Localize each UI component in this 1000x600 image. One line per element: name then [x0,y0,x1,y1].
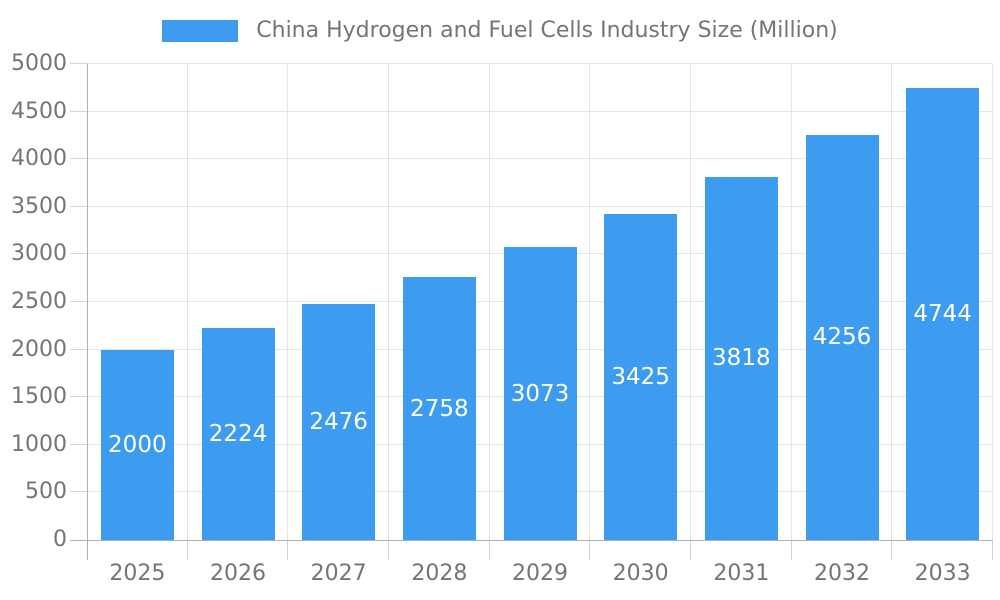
x-axis-label: 2032 [814,561,870,586]
bar-value-label: 3818 [712,345,771,372]
y-axis-tick [70,110,87,112]
x-axis-tick [287,540,289,560]
gridline-horizontal [87,158,993,160]
x-axis-tick [488,540,490,560]
y-axis-tick [70,443,87,445]
y-axis-tick [70,158,87,160]
bar-2032[interactable]: 4256 [805,134,879,540]
y-axis-tick [70,348,87,350]
y-axis-label: 3000 [11,241,67,267]
y-axis-label: 4500 [11,98,67,124]
gridline-vertical [488,64,490,540]
bar-value-label: 2758 [410,395,469,422]
bar-2030[interactable]: 3425 [604,213,678,540]
gridline-vertical [891,64,893,540]
x-axis-tick [790,540,792,560]
x-axis-tick [891,540,893,560]
x-axis-label: 2029 [512,561,568,586]
bar-value-label: 2476 [309,409,368,436]
y-axis-tick [70,253,87,255]
y-axis-line [87,64,88,560]
x-axis-label: 2030 [612,561,669,586]
x-axis-label: 2033 [914,561,971,586]
y-axis-label: 1000 [11,431,67,457]
bar-value-label: 4744 [913,301,972,328]
x-axis-label: 2027 [310,561,367,586]
y-axis-tick [70,205,87,207]
bar-2025[interactable]: 2000 [100,349,174,540]
gridline-vertical [992,64,993,540]
x-axis-label: 2025 [109,561,166,586]
y-axis-tick [70,396,87,398]
bar-value-label: 2224 [208,421,268,448]
bar-2028[interactable]: 2758 [402,277,476,540]
legend-item[interactable]: China Hydrogen and Fuel Cells Industry S… [0,17,1000,45]
gridline-vertical [388,64,389,540]
bar-2031[interactable]: 3818 [704,176,778,540]
y-axis-label: 500 [25,479,67,505]
gridline-horizontal [87,110,993,112]
bar-2029[interactable]: 3073 [503,247,577,540]
x-axis-tick [992,540,993,560]
bar-value-label: 3425 [611,363,670,390]
gridline-vertical [690,64,691,540]
bar-value-label: 4256 [812,324,872,351]
y-axis-label: 0 [53,527,67,552]
bar-2027[interactable]: 2476 [302,304,376,540]
y-axis-label: 3500 [11,193,67,219]
gridline-vertical [287,64,289,540]
x-axis-label: 2028 [411,561,468,586]
chart-title: China Hydrogen and Fuel Cells Industry S… [256,18,838,43]
legend-swatch [162,20,239,42]
x-axis-tick [388,540,389,560]
y-axis-label: 5000 [11,51,67,76]
x-axis-tick [690,540,691,560]
gridline-vertical [589,64,591,540]
gridline-vertical [186,64,188,540]
x-axis-line [70,540,993,541]
y-axis-label: 1500 [11,384,67,410]
x-axis-tick [186,540,188,560]
bar-2033[interactable]: 4744 [906,88,980,540]
y-axis-label: 2000 [11,336,67,362]
y-axis-tick [70,491,87,493]
bar-2026[interactable]: 2224 [201,328,275,540]
y-axis-tick [70,301,87,302]
x-axis-tick [589,540,591,560]
bar-value-label: 3073 [510,380,570,407]
gridline-vertical [790,64,792,540]
y-axis-label: 4000 [11,146,67,172]
x-axis-label: 2026 [210,561,266,586]
x-axis-label: 2031 [713,561,770,586]
gridline-horizontal [87,63,993,64]
gridline-horizontal [87,205,993,207]
y-axis-label: 2500 [11,289,67,314]
y-axis-tick [70,63,87,64]
bar-value-label: 2000 [108,431,167,458]
